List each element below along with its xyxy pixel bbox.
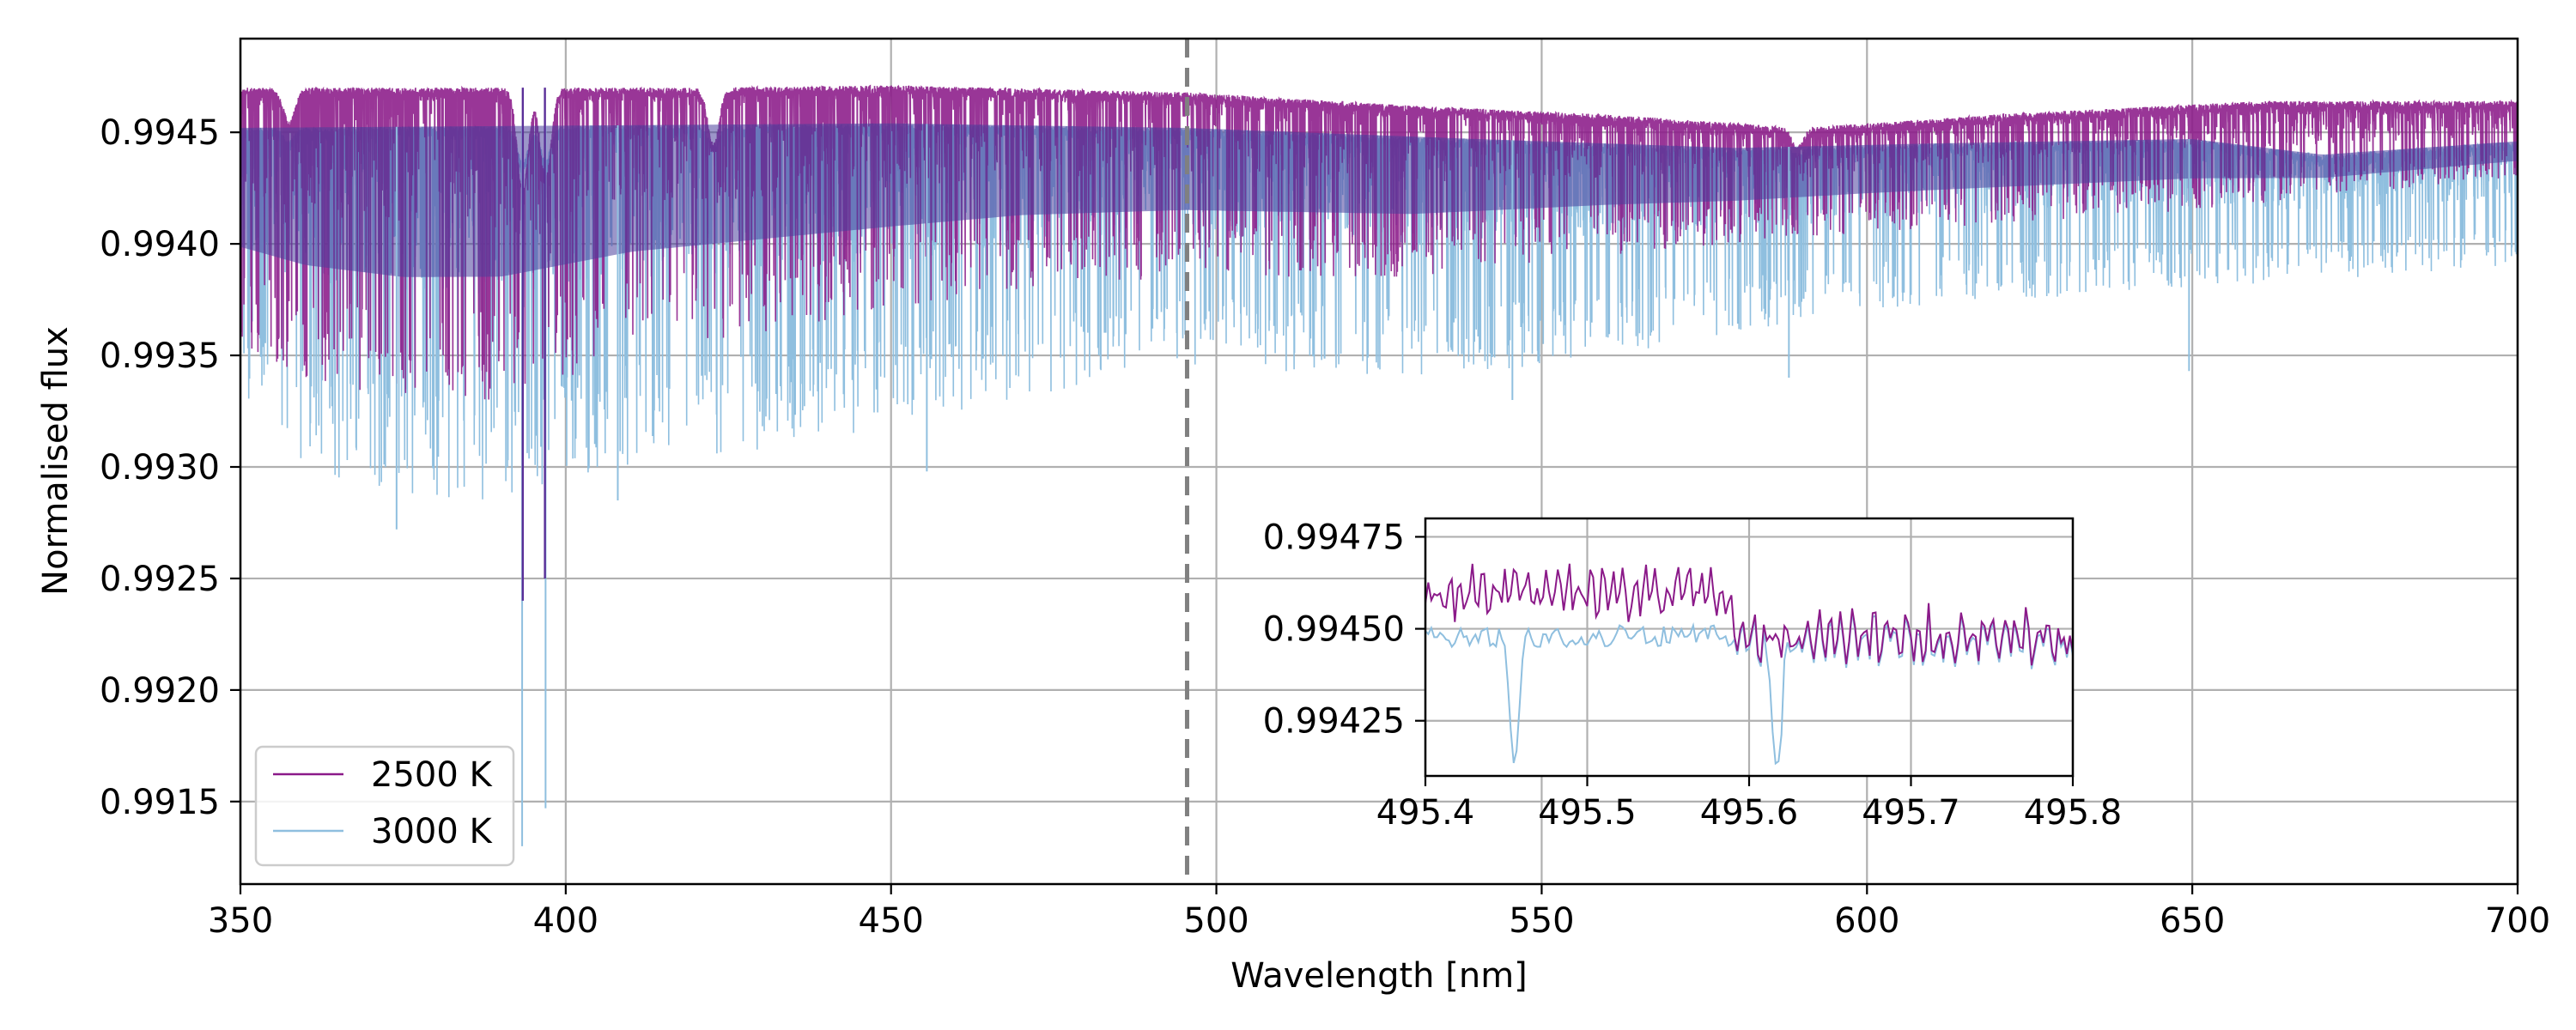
- y-tick-label: 0.9915: [100, 783, 220, 822]
- x-tick-label: 450: [859, 901, 924, 941]
- inset-x-tick-label: 495.5: [1538, 793, 1637, 833]
- y-tick-label: 0.9920: [100, 671, 220, 711]
- inset-y-tick-label: 0.99450: [1263, 610, 1405, 650]
- x-tick-label: 500: [1183, 901, 1249, 941]
- legend: 2500 K 3000 K: [254, 745, 515, 867]
- y-tick-label: 0.9925: [100, 560, 220, 599]
- inset-x-tick-label: 495.6: [1700, 793, 1799, 833]
- inset-x-tick-label: 495.7: [1862, 793, 1960, 833]
- x-tick-label: 400: [533, 901, 598, 941]
- legend-label-3000K: 3000 K: [371, 812, 494, 851]
- inset-y-tick-label: 0.99475: [1263, 518, 1405, 557]
- inset-x-tick-label: 495.4: [1376, 793, 1475, 833]
- y-tick-label: 0.9935: [100, 336, 220, 376]
- inset-axis-ticks: 495.4 495.5 495.6 495.7 495.8 0.99425 0.99450 0…: [1263, 518, 2123, 833]
- deep-absorption-lines: [240, 88, 2518, 846]
- x-tick-label: 600: [1834, 901, 1899, 941]
- x-tick-label: 700: [2485, 901, 2550, 941]
- main-plot-area: [240, 84, 2518, 846]
- x-axis-label: Wavelength [nm]: [1230, 956, 1528, 996]
- x-tick-label: 650: [2160, 901, 2225, 941]
- inset-y-tick-label: 0.99425: [1263, 702, 1405, 742]
- y-tick-label: 0.9940: [100, 225, 220, 264]
- legend-box: [254, 745, 515, 867]
- x-tick-label: 350: [208, 901, 273, 941]
- y-axis-label: Normalised flux: [36, 326, 76, 596]
- x-tick-label: 550: [1509, 901, 1574, 941]
- main-axes-frame: [239, 37, 2519, 886]
- legend-label-2500K: 2500 K: [371, 755, 494, 795]
- inset-zoom-plot: 495.4 495.5 495.6 495.7 495.8 0.99425 0.99450 0…: [1263, 517, 2123, 833]
- y-tick-label: 0.9945: [100, 113, 220, 153]
- overlap-band: [240, 123, 2518, 277]
- inset-series-line-2500K: [1425, 563, 2073, 666]
- main-axis-ticks: 350 400 450 500 550 600 650 700 0.9915 0.9920 0.99…: [100, 113, 2550, 941]
- y-tick-label: 0.9930: [100, 448, 220, 488]
- inset-x-tick-label: 495.8: [2024, 793, 2123, 833]
